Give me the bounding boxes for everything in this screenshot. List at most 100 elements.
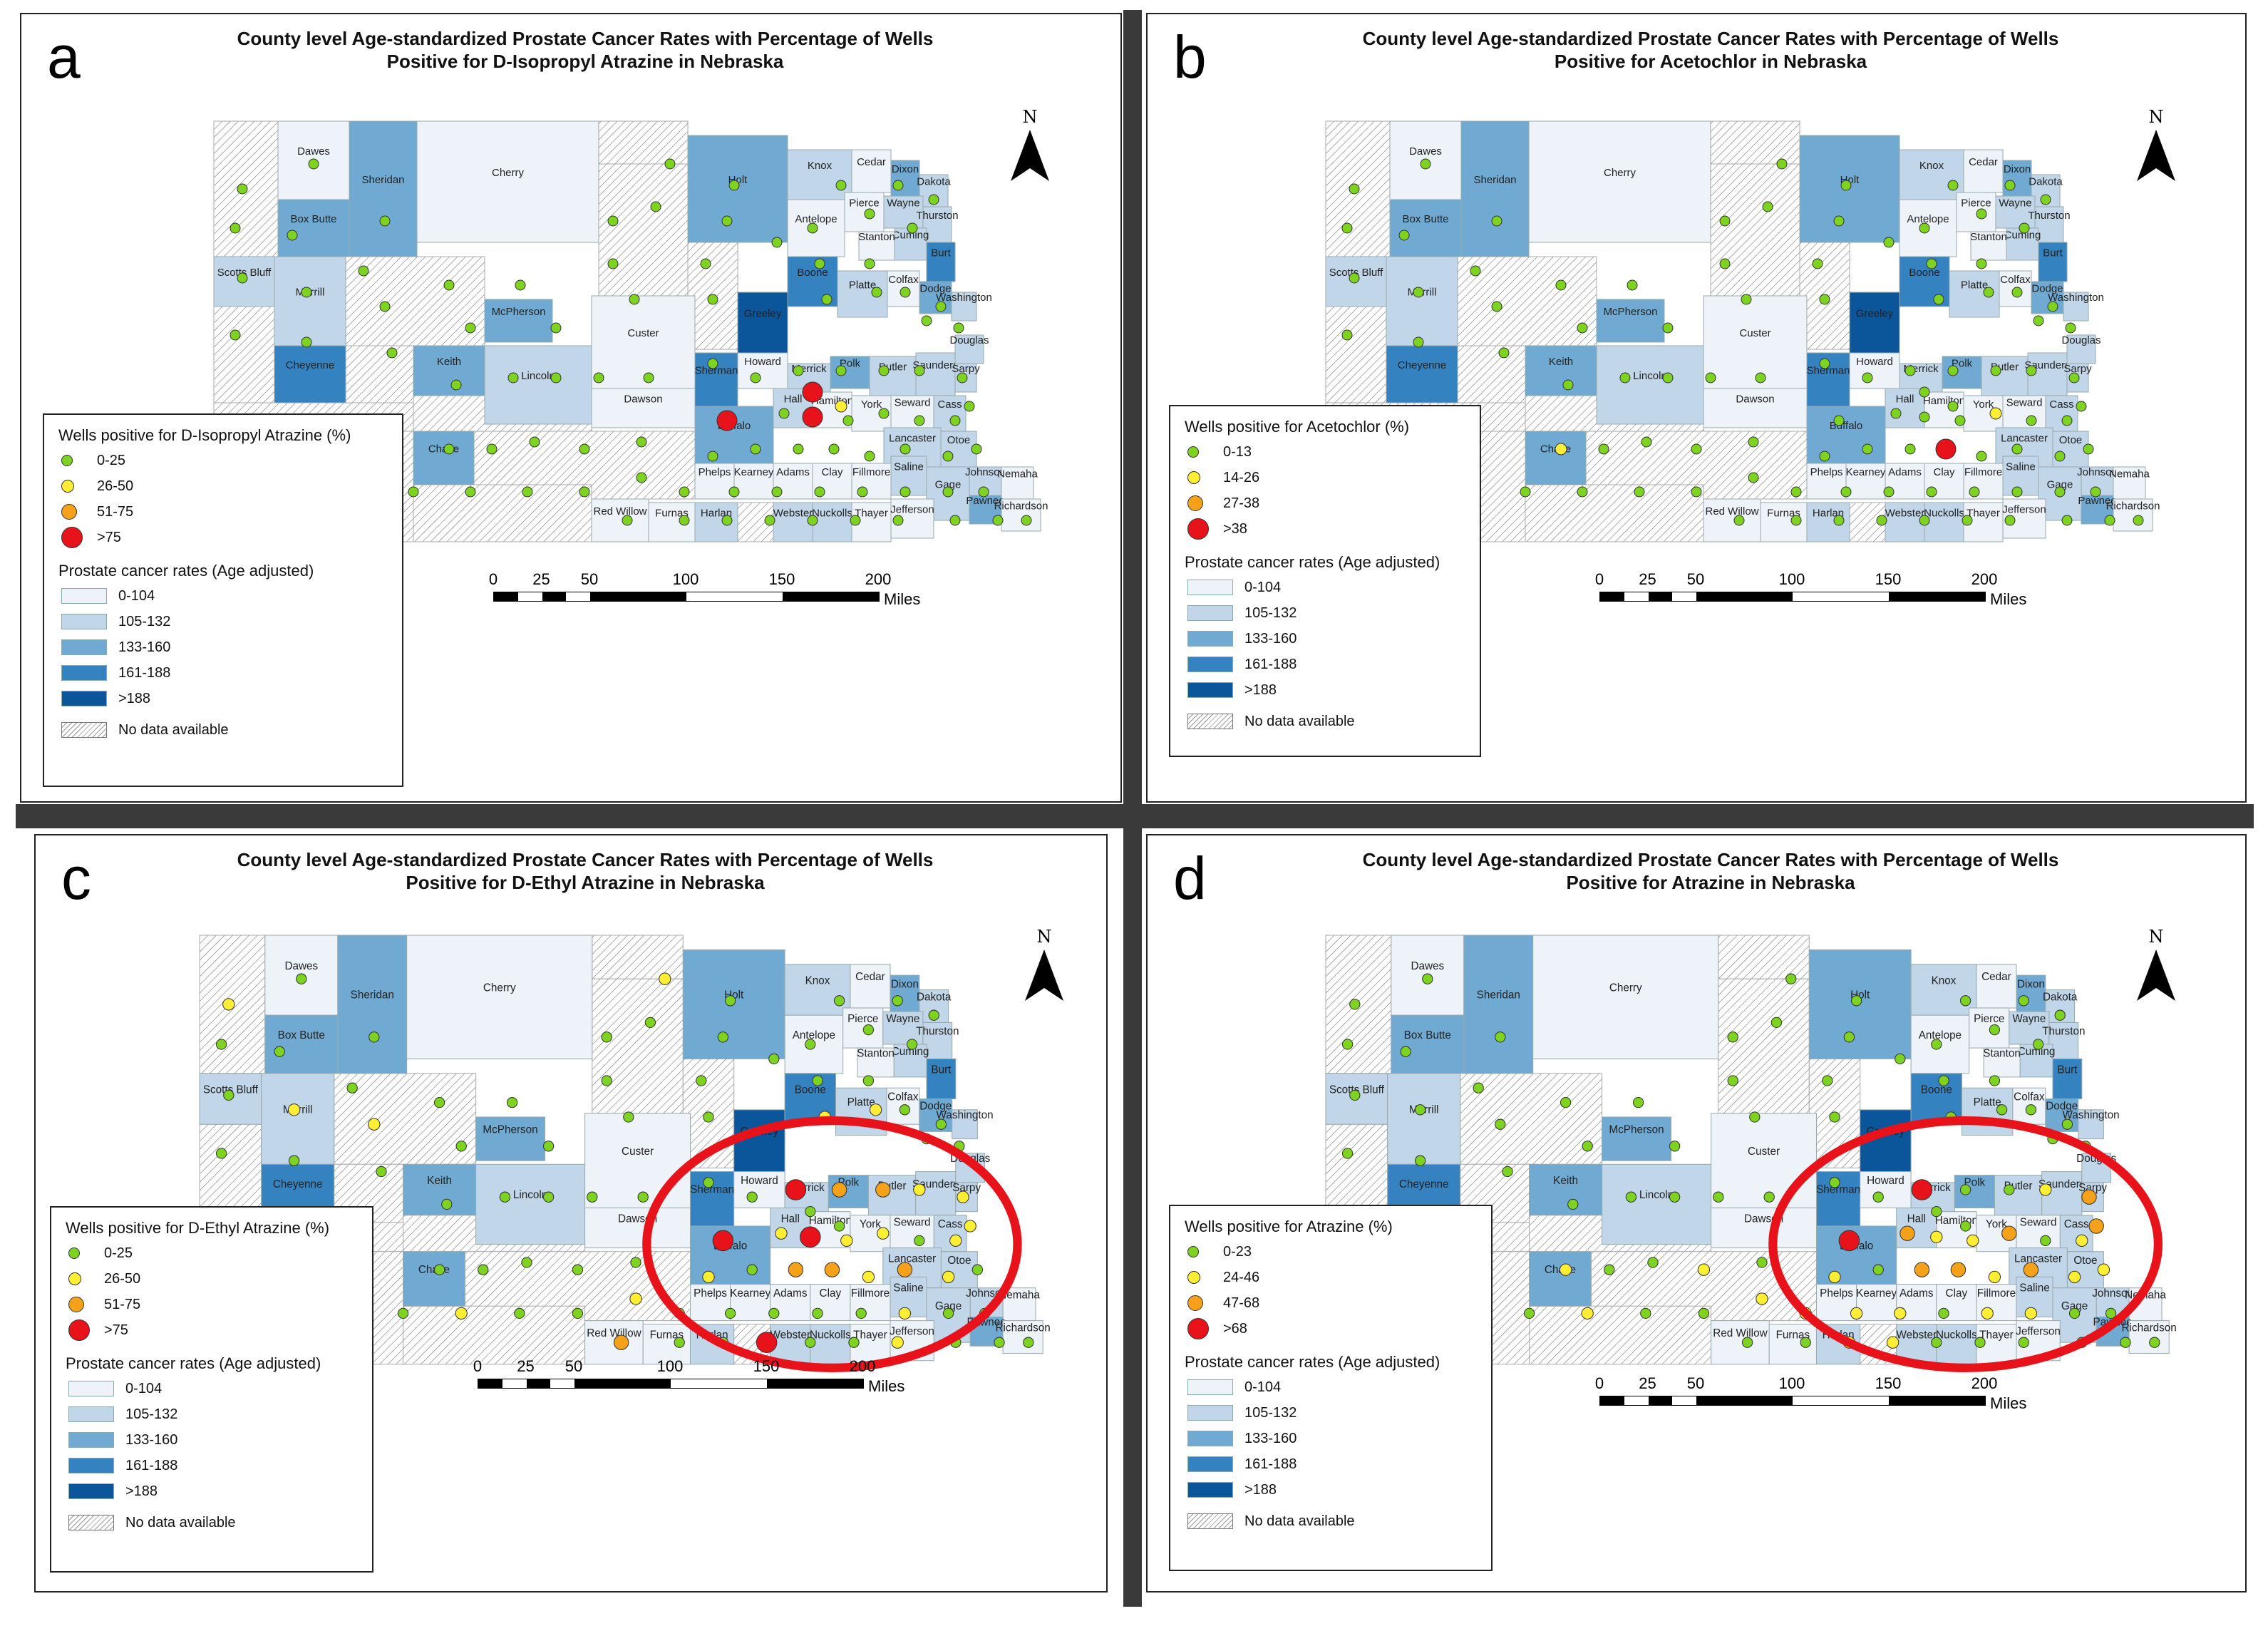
county-label: Pawnee	[2078, 495, 2116, 507]
well-point	[1962, 515, 1973, 526]
well-point	[2026, 415, 2037, 426]
county-label: Colfax	[2000, 274, 2031, 286]
county-chase	[403, 1251, 465, 1307]
well-point	[702, 1270, 715, 1284]
county-label: Cherry	[492, 167, 525, 179]
scale-tick-label: 100	[1778, 1374, 1805, 1392]
well-point	[2039, 1183, 2052, 1196]
county-label: Pierce	[847, 1013, 878, 1025]
county-sheridan	[337, 935, 408, 1074]
county-label: Johnson	[2092, 1287, 2133, 1300]
panel-label: d	[1173, 845, 1207, 912]
county-label: Pierce	[849, 197, 880, 210]
well-point	[835, 365, 847, 376]
well-point	[771, 237, 783, 248]
well-point	[507, 372, 519, 384]
county-cass	[933, 395, 967, 432]
cancer-legend-label: 0-104	[118, 587, 155, 604]
county-richardson	[1002, 1320, 1043, 1354]
well-point	[928, 1009, 939, 1021]
map-title-line-1: County level Age-standardized Prostate C…	[237, 849, 934, 870]
well-point	[2054, 1009, 2066, 1021]
well-point	[1662, 372, 1674, 384]
scale-unit: Miles	[868, 1377, 905, 1395]
map-title-line-1: County level Age-standardized Prostate C…	[1362, 849, 2059, 870]
well-point	[579, 486, 590, 498]
cancer-legend-item: 161-188	[1187, 652, 1480, 677]
county-label: Red Willow	[593, 505, 646, 518]
well-point	[764, 515, 775, 526]
county-stanton	[858, 231, 895, 261]
county-label: Cedar	[855, 971, 885, 983]
no-data-area	[1525, 484, 1704, 542]
cancer-swatch	[1187, 580, 1233, 595]
well-point	[913, 1183, 926, 1196]
wells-legend-item: 24-46	[1187, 1265, 1491, 1290]
cancer-swatch	[1187, 631, 1233, 647]
well-point	[1996, 1104, 2008, 1116]
well-point	[828, 443, 840, 455]
county-label: Washington	[936, 292, 992, 304]
county-label: Cuming	[892, 1046, 929, 1058]
well-point	[971, 443, 982, 455]
well-point	[2018, 1337, 2029, 1348]
county-label: Sarpy	[952, 1182, 981, 1194]
well-dot-icon	[1187, 471, 1200, 484]
well-point	[2090, 486, 2101, 498]
well-point	[1473, 1082, 1484, 1094]
well-point	[703, 1177, 714, 1188]
county-label: Gage	[935, 479, 962, 491]
county-label: Sheridan	[1473, 174, 1516, 186]
well-point	[379, 215, 391, 227]
county-label: Nemaha	[997, 468, 1038, 480]
well-point	[2047, 301, 2058, 312]
well-point	[835, 400, 847, 413]
well-point	[1470, 265, 1481, 277]
north-arrow: N	[2131, 107, 2181, 185]
well-point	[942, 1307, 954, 1319]
cancer-swatch	[1187, 1431, 1233, 1446]
well-dot-icon	[1187, 1318, 1209, 1339]
county-morrill	[1387, 1073, 1461, 1165]
cancer-legend-label: 105-132	[1244, 604, 1297, 621]
well-point	[1604, 1264, 1615, 1275]
county-label: Hamilton	[1923, 395, 1965, 407]
county-label: Adams	[776, 466, 810, 478]
county-label: Washington	[2062, 1109, 2119, 1121]
well-point	[587, 1191, 598, 1203]
well-point	[1819, 294, 1830, 305]
county-label: Thurston	[916, 1026, 959, 1038]
county-cuming	[2006, 227, 2039, 261]
county-label: Red Willow	[1705, 505, 1758, 518]
cancer-swatch	[1187, 1405, 1233, 1421]
county-hamilton	[1936, 1211, 1977, 1249]
county-label: Boone	[795, 1084, 826, 1096]
county-nemaha	[1002, 1287, 1036, 1322]
county-label: Adams	[1888, 466, 1922, 478]
well-point	[542, 1141, 555, 1152]
county-dawson	[584, 1207, 691, 1249]
well-point	[358, 265, 369, 277]
no-data-label: No data available	[118, 721, 229, 738]
well-point	[900, 443, 911, 455]
county-keith	[1529, 1163, 1603, 1216]
county-knox	[784, 964, 851, 1016]
county-label: Washington	[936, 1109, 993, 1121]
cancer-legend-item: 0-104	[61, 583, 402, 609]
well-point	[2088, 1218, 2104, 1234]
well-point	[1647, 1257, 1659, 1268]
county-label: Colfax	[887, 1091, 919, 1103]
county-label: York	[1973, 398, 1994, 411]
well-point	[1850, 995, 1862, 1007]
well-point	[2061, 1118, 2073, 1130]
well-point	[2065, 322, 2076, 334]
well-point	[1981, 1307, 1994, 1320]
well-point	[2025, 1104, 2037, 1116]
county-dawson	[591, 388, 696, 428]
cancer-legend-item: 105-132	[61, 609, 402, 634]
map-legend: Wells positive for D-Ethyl Atrazine (%) 0…	[50, 1206, 373, 1573]
no-data-area	[345, 256, 485, 346]
well-point	[1627, 279, 1638, 291]
cancer-legend-item: 161-188	[68, 1453, 372, 1478]
